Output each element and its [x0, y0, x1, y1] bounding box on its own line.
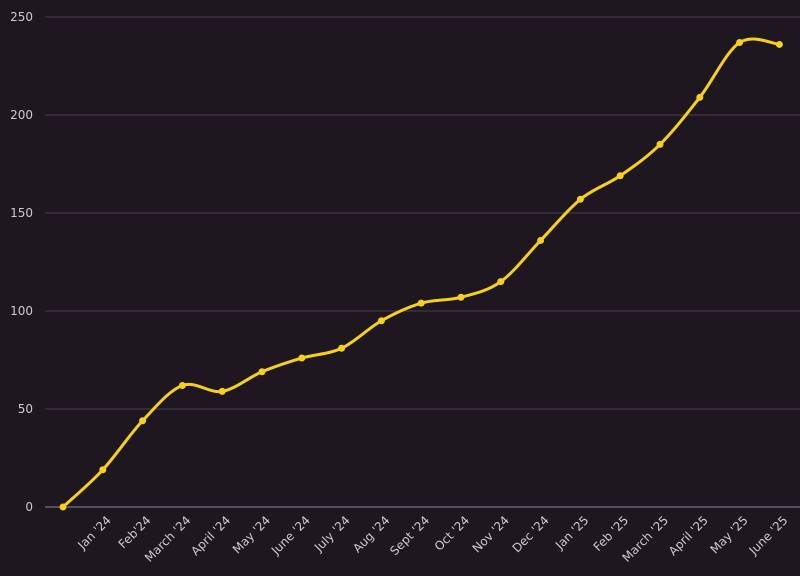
series-line	[61, 37, 781, 509]
data-point	[218, 387, 226, 395]
y-tick-label-150: 150	[10, 206, 33, 220]
data-point	[537, 236, 545, 244]
data-point	[616, 172, 624, 180]
data-point	[417, 299, 425, 307]
x-tick-label: Dec '24	[510, 513, 552, 555]
y-tick-label-200: 200	[10, 108, 33, 122]
x-tick-label: Sept '24	[387, 513, 432, 558]
data-point	[576, 195, 584, 203]
data-point	[696, 93, 704, 101]
x-tick-label: Oct '24	[432, 513, 472, 553]
data-point	[775, 40, 783, 48]
data-point	[99, 466, 107, 474]
x-tick-label: Aug '24	[350, 513, 392, 555]
data-point	[457, 293, 465, 301]
y-tick-label-100: 100	[10, 304, 33, 318]
y-tick-label-0: 0	[25, 500, 33, 514]
x-tick-label: Jan '25	[552, 513, 592, 553]
data-point	[59, 503, 67, 511]
x-tick-label: Nov '24	[470, 513, 512, 555]
x-tick-label: April '24	[188, 513, 233, 558]
x-tick-label: Jan '24	[74, 513, 114, 553]
x-tick-label: June '24	[268, 513, 313, 558]
data-point	[377, 317, 385, 325]
x-tick-label: May '25	[707, 513, 750, 556]
x-tick-label: Feb'24	[116, 513, 154, 551]
x-tick-label: April '25	[666, 513, 711, 558]
y-tick-label-50: 50	[18, 402, 33, 416]
data-point	[656, 140, 664, 148]
x-tick-label: July '24	[311, 513, 353, 555]
data-point	[258, 368, 266, 376]
data-point	[139, 417, 147, 425]
data-point	[178, 381, 186, 389]
y-tick-label-250: 250	[10, 10, 33, 24]
x-tick-label: May '24	[230, 513, 273, 556]
data-point	[736, 38, 744, 46]
data-point	[497, 278, 505, 286]
data-point	[338, 344, 346, 352]
x-tick-label: June '25	[746, 513, 791, 558]
data-point	[298, 354, 306, 362]
